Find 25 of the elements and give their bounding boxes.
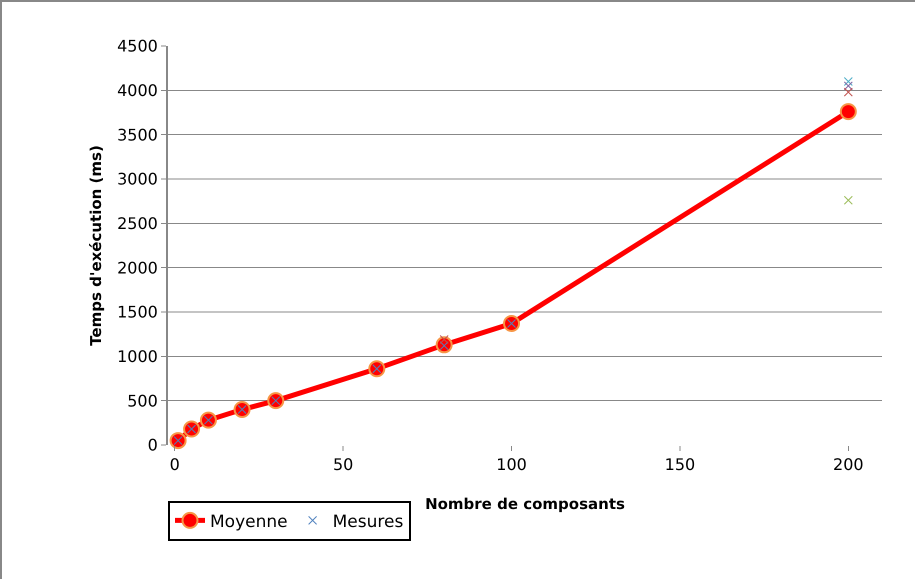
y-tick-label: 1500 bbox=[117, 302, 158, 322]
x-tick-label: 0 bbox=[170, 455, 180, 474]
y-tick-label: 4000 bbox=[117, 80, 158, 100]
point bbox=[844, 76, 853, 86]
y-axis-title: Temps d'exécution (ms) bbox=[86, 145, 105, 346]
point bbox=[844, 88, 853, 97]
legend-label: Moyenne bbox=[210, 512, 288, 532]
x-tick-label: 200 bbox=[833, 455, 864, 474]
legend-label: Mesures bbox=[332, 512, 404, 532]
y-tick-label: 0 bbox=[148, 436, 158, 455]
x-tick-label: 150 bbox=[664, 455, 696, 474]
y-tick-label: 1000 bbox=[117, 346, 158, 366]
point bbox=[844, 196, 853, 205]
x-axis-title: Nombre de composants bbox=[425, 495, 625, 514]
y-tick-label: 500 bbox=[127, 391, 158, 410]
point bbox=[840, 103, 857, 120]
x-tick-label: 50 bbox=[332, 455, 354, 474]
y-tick-label: 4500 bbox=[117, 36, 158, 56]
point bbox=[440, 334, 449, 344]
point bbox=[844, 81, 853, 90]
y-tick-label: 2000 bbox=[117, 258, 158, 278]
y-tick-label: 3000 bbox=[117, 170, 158, 189]
x-tick-label: 100 bbox=[496, 455, 527, 474]
y-tick-label: 3500 bbox=[117, 125, 158, 144]
y-tick-label: 2500 bbox=[117, 214, 158, 233]
